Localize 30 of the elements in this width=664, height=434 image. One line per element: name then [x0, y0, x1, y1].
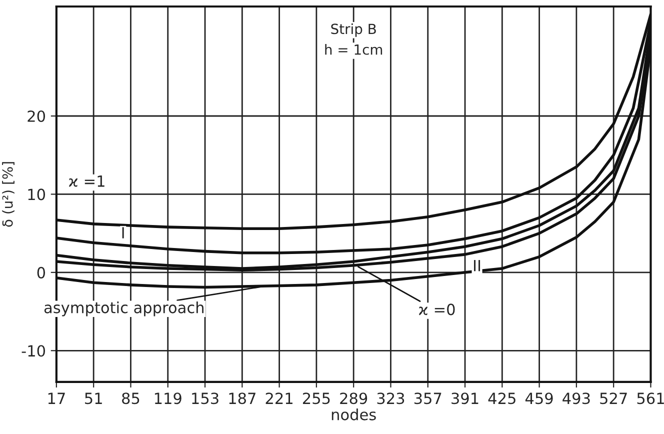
y-axis-title: δ (u²) [%]	[2, 162, 14, 227]
x-tick-label: 51	[85, 392, 102, 404]
x-tick-label: 425	[488, 392, 516, 404]
x-tick-label: 85	[122, 392, 140, 404]
x-tick-label: 119	[154, 392, 182, 404]
x-axis-title: nodes	[332, 408, 376, 420]
x-tick-label: 323	[377, 392, 404, 404]
annotation: ϰ =1	[69, 176, 104, 187]
annotation: asymptotic approach	[44, 301, 204, 316]
annotation: II	[474, 260, 480, 272]
x-tick-label: 221	[266, 392, 292, 404]
x-tick-label: 391	[452, 392, 478, 404]
x-tick-label: 493	[562, 392, 590, 404]
x-tick-label: 153	[192, 392, 218, 404]
y-tick-label: -10	[22, 345, 46, 357]
x-tick-label: 357	[414, 392, 442, 404]
y-tick-label: 20	[28, 110, 46, 122]
annotation: ϰ =0	[419, 304, 455, 316]
x-tick-label: 561	[637, 392, 664, 404]
x-tick-label: 17	[48, 392, 65, 404]
text: h = 1cm	[325, 44, 382, 55]
x-tick-label: 459	[525, 392, 553, 404]
x-tick-label: 187	[229, 392, 256, 404]
x-tick-label: 289	[340, 392, 368, 404]
y-tick-label: 0	[37, 266, 46, 278]
annotation: I	[122, 227, 124, 238]
x-tick-label: 527	[600, 392, 627, 404]
y-tick-label: 10	[28, 188, 46, 200]
x-tick-label: 255	[302, 392, 330, 404]
text: Strip B	[331, 23, 376, 37]
